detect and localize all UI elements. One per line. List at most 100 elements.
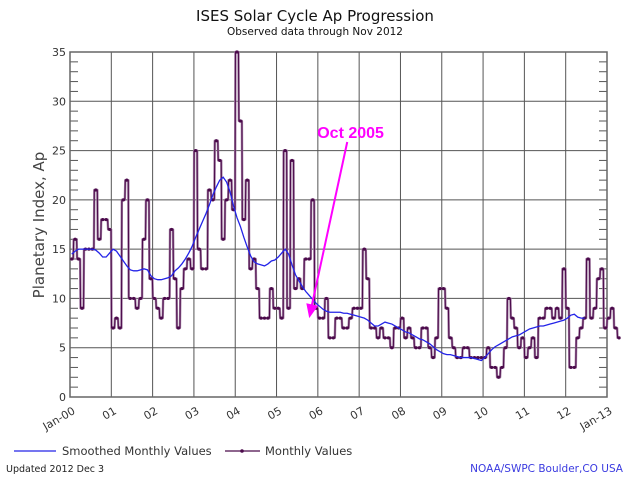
monthly-point (348, 316, 353, 320)
monthly-point (114, 316, 119, 320)
monthly-point (321, 316, 325, 320)
x-tick-label: 04 (224, 404, 243, 422)
y-tick-label: 25 (52, 145, 66, 158)
monthly-point (507, 296, 511, 301)
plot-frame (69, 51, 608, 398)
monthly-point (73, 237, 77, 241)
y-tick-label: 15 (52, 243, 66, 256)
monthly-point (441, 286, 446, 291)
monthly-point (280, 316, 284, 320)
monthly-point (369, 326, 373, 330)
monthly-point (328, 336, 332, 340)
monthly-point (111, 326, 115, 330)
monthly-point (338, 316, 342, 320)
monthly-point (500, 365, 504, 370)
x-tick-label: 09 (431, 404, 450, 422)
monthly-point (293, 286, 298, 291)
monthly-point (159, 316, 163, 320)
monthly-point (218, 158, 222, 163)
monthly-point (166, 296, 170, 301)
monthly-point (104, 217, 108, 222)
x-tick-label: 01 (100, 404, 119, 422)
monthly-point (379, 326, 384, 330)
x-tick-label: 07 (348, 404, 367, 422)
grid-lines (70, 52, 607, 397)
monthly-point (390, 346, 394, 350)
annotation-label: Oct 2005 (317, 125, 384, 142)
monthly-point (125, 178, 129, 182)
monthly-point (414, 346, 418, 350)
monthly-point (200, 267, 205, 271)
monthly-point (565, 306, 570, 310)
monthly-point (600, 267, 604, 271)
x-tick-label: Jan-13 (577, 404, 615, 433)
x-tick-label: 05 (265, 404, 284, 422)
monthly-point (555, 306, 559, 310)
y-tick-label: 20 (52, 194, 66, 207)
monthly-point (410, 336, 415, 340)
monthly-point (235, 50, 239, 54)
y-axis-label: Planetary Index, Ap (30, 152, 48, 299)
y-tick-label: 5 (59, 342, 66, 355)
monthly-point (138, 296, 143, 301)
x-tick-label: 02 (141, 404, 160, 422)
monthly-point (283, 148, 287, 153)
monthly-point (345, 326, 349, 330)
monthly-point (424, 326, 428, 330)
monthly-point (617, 336, 621, 340)
monthly-point (311, 198, 315, 202)
monthly-point (259, 316, 263, 320)
monthly-point (77, 257, 81, 261)
monthly-point (400, 316, 404, 320)
x-tick-label: 10 (472, 404, 491, 422)
monthly-point (132, 296, 136, 301)
monthly-point (589, 316, 594, 320)
monthly-point (249, 267, 253, 271)
monthly-point (183, 267, 187, 271)
monthly-point (169, 227, 174, 232)
x-tick-label: 12 (555, 404, 574, 422)
monthly-line (70, 51, 621, 378)
minor-ticks (70, 61, 607, 388)
monthly-point (517, 346, 521, 350)
series-smoothed-values (71, 176, 585, 362)
monthly-point (317, 316, 322, 320)
monthly-point (521, 336, 525, 340)
legend-monthly-marker (240, 449, 244, 453)
monthly-point (417, 346, 421, 350)
smoothed-line (71, 176, 585, 362)
monthly-point (431, 355, 435, 360)
monthly-point (238, 119, 242, 123)
monthly-point (586, 257, 590, 261)
monthly-point (273, 306, 277, 310)
monthly-point (541, 316, 545, 320)
monthly-point (121, 198, 125, 202)
monthly-point (407, 326, 411, 330)
x-tick-label: 03 (183, 404, 202, 422)
monthly-point (207, 188, 212, 192)
monthly-point (362, 247, 366, 251)
monthly-point (603, 326, 607, 330)
monthly-point (510, 316, 514, 320)
monthly-point (421, 326, 425, 330)
monthly-point (228, 178, 232, 182)
monthly-point (376, 336, 380, 340)
monthly-point (486, 346, 490, 350)
monthly-point (204, 267, 208, 271)
monthly-point (366, 277, 370, 281)
monthly-point (514, 326, 518, 330)
monthly-point (242, 217, 246, 222)
monthly-point (156, 306, 160, 310)
monthly-point (383, 336, 387, 340)
monthly-point (245, 178, 249, 182)
monthly-point (262, 316, 267, 320)
monthly-point (266, 316, 270, 320)
x-tick-label: 11 (513, 404, 532, 422)
monthly-point (527, 346, 532, 350)
monthly-point (448, 336, 452, 340)
monthly-point (176, 326, 181, 330)
monthly-point (576, 336, 580, 340)
monthly-point (286, 306, 291, 310)
monthly-point (452, 346, 456, 350)
